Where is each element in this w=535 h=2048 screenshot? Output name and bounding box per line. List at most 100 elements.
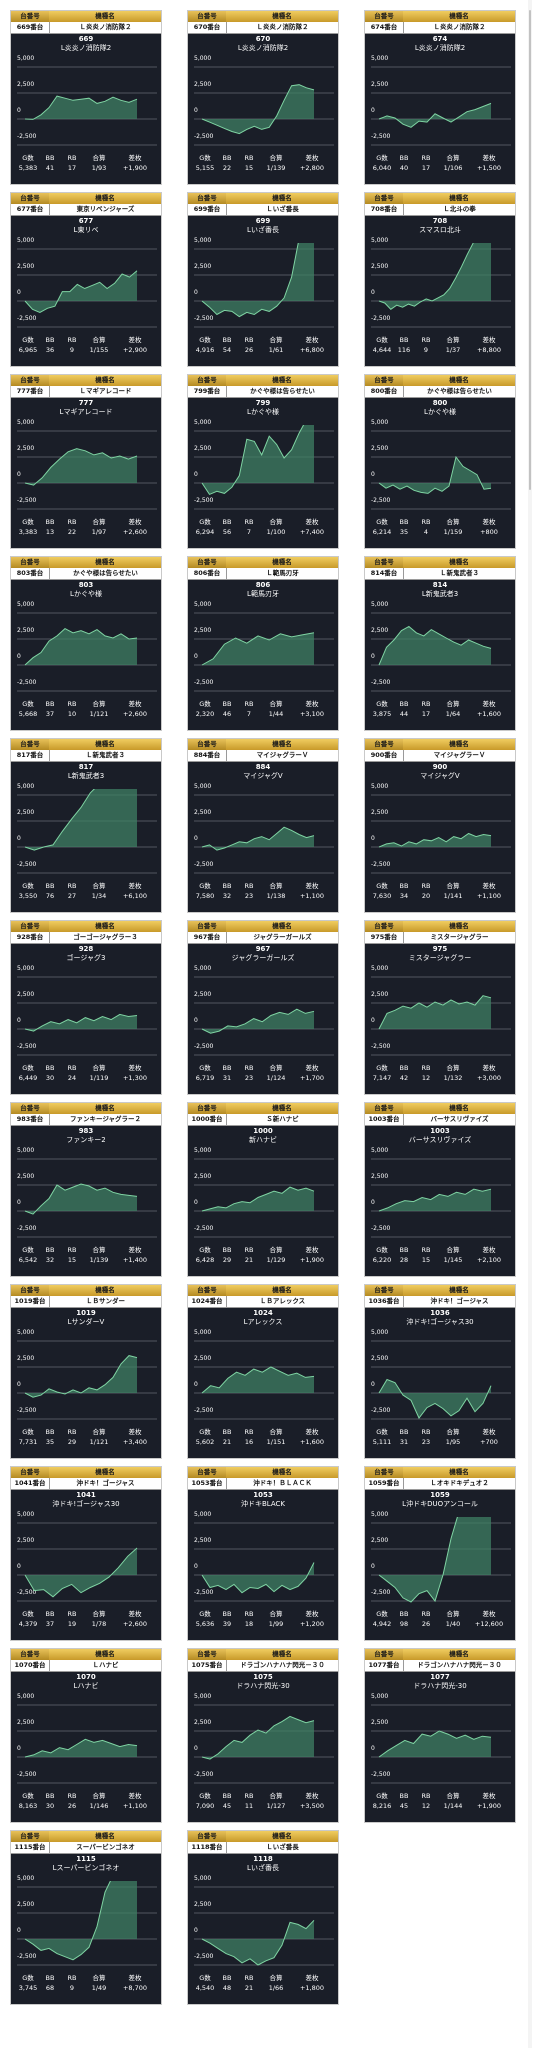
machine-number: 1115: [76, 1855, 96, 1863]
y-tick-label: 0: [17, 107, 21, 114]
machine-card[interactable]: 台番号 機種名 800番台 かぐや様は告らせたい 800 Lかぐや様 5,000 2,500 0…: [364, 374, 516, 549]
stat-value: +1,100: [476, 892, 502, 900]
y-tick-label: -2,500: [371, 315, 391, 322]
machine-card[interactable]: 台番号 機種名 1024番台 ＬＢアレックス 1024 Lアレックス 5,000 2,500 0…: [187, 1284, 339, 1459]
stat-header: RB: [244, 154, 254, 162]
stat-value: 18: [244, 1620, 254, 1628]
machine-card[interactable]: 台番号 機種名 677番台 東京リベンジャーズ 677 L東リベ 5,000 2,500 0 -2…: [10, 192, 162, 367]
y-tick-label: 5,000: [17, 1511, 35, 1518]
machine-card[interactable]: 台番号 機種名 884番台 マイジャグラーＶ 884 マイジャグV 5,000 2,500 0 -…: [187, 738, 339, 913]
card-info-row: 983番台 ファンキージャグラー２: [11, 1114, 161, 1126]
machine-card[interactable]: 台番号 機種名 900番台 マイジャグラーＶ 900 マイジャグV 5,000 2,500 0 -…: [364, 738, 516, 913]
machine-card[interactable]: 台番号 機種名 1115番台 スーパービンゴネオ 1115 Lスーパービンゴネオ 5,000…: [10, 1830, 162, 2005]
y-tick-label: 2,500: [194, 1719, 212, 1726]
stat-header: 差枚: [482, 518, 496, 526]
stat-value: +1,400: [122, 1256, 148, 1264]
stats-value-row: 8,216 45 12 1/144 +1,900: [365, 1802, 515, 1811]
machine-number: 800: [432, 399, 448, 407]
y-tick-label: 2,500: [371, 1173, 389, 1180]
stat-value: 116: [397, 346, 411, 354]
stat-value: 68: [45, 1984, 55, 1992]
machine-card[interactable]: 台番号 機種名 669番台 Ｌ炎炎ノ消防隊２ 669 L炎炎ノ消防隊2 5,000 2,500…: [10, 10, 162, 185]
y-tick-label: 5,000: [194, 55, 212, 62]
difference-chart: [194, 66, 334, 146]
card-info-row: 900番台 マイジャグラーＶ: [365, 750, 515, 762]
machine-card[interactable]: 台番号 機種名 1000番台 Ｓ新ハナビ 1000 新ハナビ 5,000 2,500 0 -2,5…: [187, 1102, 339, 1277]
machine-card[interactable]: 台番号 機種名 799番台 かぐや様は告らせたい 799 Lかぐや様 5,000 2,500 0…: [187, 374, 339, 549]
machine-card[interactable]: 台番号 機種名 1118番台 Ｌいざ番長 1118 Lいざ番長 5,000 2,500 0 -2,…: [187, 1830, 339, 2005]
stat-value: 48: [222, 1984, 232, 1992]
machine-card[interactable]: 台番号 機種名 928番台 ゴーゴージャグラー３ 928 ゴージャグ3 5,000 2,500…: [10, 920, 162, 1095]
y-tick-label: 0: [371, 1381, 375, 1388]
machine-card[interactable]: 台番号 機種名 817番台 Ｌ新鬼武者３ 817 L新鬼武者3 5,000 2,500 0 -2,…: [10, 738, 162, 913]
stat-value: 16: [244, 1438, 254, 1446]
table-number: 1059番台: [365, 1478, 404, 1489]
stat-value: 22: [67, 528, 77, 536]
machine-card[interactable]: 台番号 機種名 1041番台 沖ドキ！ゴージャス 1041 沖ドキ!ゴージャス30 5,00…: [10, 1466, 162, 1641]
card-header: 台番号 機種名: [365, 193, 515, 204]
stat-value: +1,100: [122, 1802, 148, 1810]
stat-header: G数: [22, 700, 34, 708]
model-header: 機種名: [403, 1467, 515, 1478]
stats-header-row: G数 BB RB 合算 差枚: [365, 1428, 515, 1437]
machine-card[interactable]: 台番号 機種名 674番台 Ｌ炎炎ノ消防隊２ 674 L炎炎ノ消防隊2 5,000 2,500…: [364, 10, 516, 185]
y-tick-label: -2,500: [17, 315, 37, 322]
machine-card[interactable]: 台番号 機種名 803番台 かぐや様は告らせたい 803 Lかぐや様 5,000 2,500 0…: [10, 556, 162, 731]
card-header: 台番号 機種名: [11, 1649, 161, 1660]
difference-chart: [371, 243, 511, 328]
table-number-header: 台番号: [365, 1285, 403, 1296]
difference-chart: [17, 66, 157, 146]
model-name: Ｌハナビ: [92, 1661, 119, 1669]
table-number-header: 台番号: [11, 921, 49, 932]
machine-card[interactable]: 台番号 機種名 1075番台 ドラゴンハナハナ閃光－３０ 1075 ドラハナ閃光-30 5,…: [187, 1648, 339, 1823]
machine-card[interactable]: 台番号 機種名 708番台 Ｌ北斗の拳 708 スマスロ北斗 5,000 2,500 0 -2,5…: [364, 192, 516, 367]
machine-card[interactable]: 台番号 機種名 975番台 ミスタージャグラー 975 ミスタージャグラー 5,000 2,5…: [364, 920, 516, 1095]
machine-card[interactable]: 台番号 機種名 967番台 ジャグラーガールズ 967 ジャグラーガールズ 5,000 2,5…: [187, 920, 339, 1095]
stat-header: G数: [199, 154, 211, 162]
machine-card[interactable]: 台番号 機種名 699番台 Ｌいざ番長 699 Lいざ番長 5,000 2,500 0 -2,50…: [187, 192, 339, 367]
difference-chart: [17, 430, 157, 510]
machine-card[interactable]: 台番号 機種名 777番台 Ｌマギアレコード 777 Lマギアレコード 5,000 2,500…: [10, 374, 162, 549]
difference-chart: [371, 430, 511, 510]
stat-value: 17: [67, 164, 77, 172]
y-tick-label: 2,500: [371, 1355, 389, 1362]
y-tick-label: 0: [17, 653, 21, 660]
model-name: ゴーゴージャグラー３: [73, 933, 138, 941]
card-header: 台番号 機種名: [11, 1285, 161, 1296]
stats-header-row: G数 BB RB 合算 差枚: [188, 1610, 338, 1619]
machine-card[interactable]: 台番号 機種名 1059番台 Ｌオキドキデュオ２ 1059 L沖ドキDUOアンコール 5,0…: [364, 1466, 516, 1641]
y-tick-label: 0: [17, 835, 21, 842]
y-tick-label: -2,500: [17, 679, 37, 686]
difference-chart: [371, 1517, 511, 1603]
stats-value-row: 2,320 46 7 1/44 +3,100: [188, 710, 338, 719]
trend-line: [201, 1008, 315, 1034]
stat-header: 合算: [269, 336, 283, 344]
machine-card[interactable]: 台番号 機種名 1053番台 沖ドキ！ＢＬＡＣＫ 1053 沖ドキBLACK 5,000 2,…: [187, 1466, 339, 1641]
y-tick-label: 0: [194, 471, 198, 478]
card-header: 台番号 機種名: [188, 1103, 338, 1114]
machine-card[interactable]: 台番号 機種名 1077番台 ドラゴンハナハナ閃光－３０ 1077 ドラハナ閃光-30 5,…: [364, 1648, 516, 1823]
y-tick-label: 0: [371, 1745, 375, 1752]
machine-card[interactable]: 台番号 機種名 814番台 Ｌ新鬼武者３ 814 L新鬼武者3 5,000 2,500 0 -2,…: [364, 556, 516, 731]
stat-header: G数: [22, 154, 34, 162]
machine-card[interactable]: 台番号 機種名 1019番台 ＬＢサンダー 1019 LサンダーV 5,000 2,500 0 -…: [10, 1284, 162, 1459]
table-number: 803番台: [11, 568, 50, 579]
trend-area: [379, 243, 491, 310]
machine-card[interactable]: 台番号 機種名 1070番台 Ｌハナビ 1070 Lハナビ 5,000 2,500 0 -2,50…: [10, 1648, 162, 1823]
machine-card[interactable]: 台番号 機種名 1003番台 バーサスリヴァイズ 1003 バーサスリヴァイズ 5,000 2…: [364, 1102, 516, 1277]
scrollbar-thumb[interactable]: [529, 10, 531, 490]
stats-header-row: G数 BB RB 合算 差枚: [365, 882, 515, 891]
machine-card[interactable]: 台番号 機種名 806番台 Ｌ範馬刃牙 806 L範馬刃牙 5,000 2,500 0 -2,50…: [187, 556, 339, 731]
y-tick-label: 2,500: [371, 991, 389, 998]
stat-value: 1/144: [443, 1802, 463, 1810]
stat-header: RB: [421, 1246, 431, 1254]
scrollbar-track[interactable]: [528, 0, 532, 2048]
machine-card[interactable]: 台番号 機種名 1036番台 沖ドキ！ゴージャス 1036 沖ドキ!ゴージャス30 5,00…: [364, 1284, 516, 1459]
stat-value: +1,800: [299, 1984, 325, 1992]
machine-card[interactable]: 台番号 機種名 983番台 ファンキージャグラー２ 983 ファンキー2 5,000 2,50…: [10, 1102, 162, 1277]
stat-header: G数: [199, 1974, 211, 1982]
y-tick-label: 5,000: [17, 55, 35, 62]
machine-card[interactable]: 台番号 機種名 670番台 Ｌ炎炎ノ消防隊２ 670 L炎炎ノ消防隊2 5,000 2,500…: [187, 10, 339, 185]
stat-value: 8,163: [18, 1802, 38, 1810]
stat-header: RB: [244, 1610, 254, 1618]
